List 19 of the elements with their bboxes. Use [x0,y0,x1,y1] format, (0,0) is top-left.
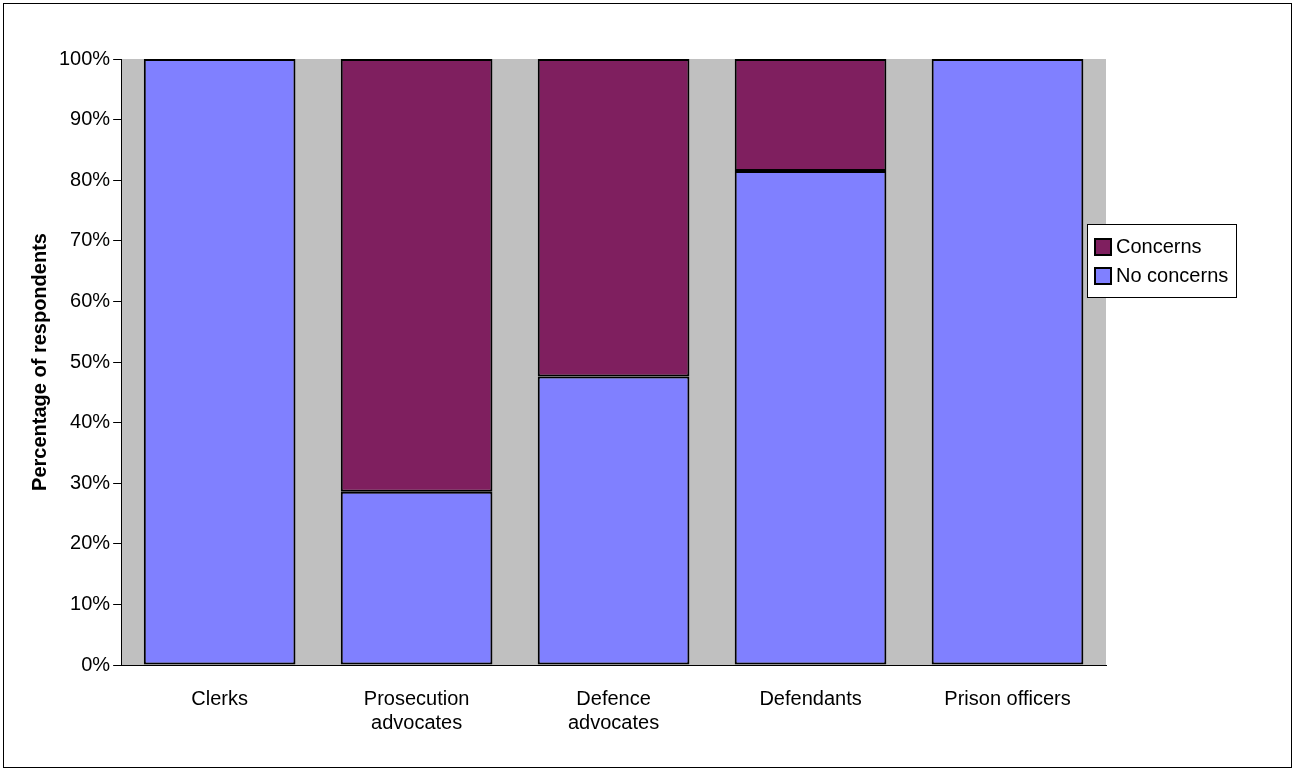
y-axis-title: Percentage of respondents [27,233,50,491]
series-label: No concerns [1116,264,1229,287]
y-tick-label: 70% [70,228,111,251]
y-tick-label: 50% [70,349,111,372]
y-tick-label: 90% [70,107,111,130]
y-tick-label: 60% [70,288,111,311]
x-tick-label: Defence advocates [567,686,660,733]
x-tick-label: Prison officers [944,686,1071,709]
y-tick-label: 30% [70,470,111,493]
x-tick-label: Clerks [191,686,248,709]
x-tick-label: Prosecution advocates [363,686,470,733]
y-tick-label: 20% [70,531,111,554]
y-tick-label: 100% [59,46,111,69]
x-tick-label: Defendants [759,686,862,709]
legend-label: Concerns [1116,235,1202,258]
y-tick-label: 80% [70,167,111,190]
y-tick-label: 40% [70,410,111,433]
y-tick-label: 10% [70,591,111,614]
y-tick-label: 0% [81,652,111,675]
